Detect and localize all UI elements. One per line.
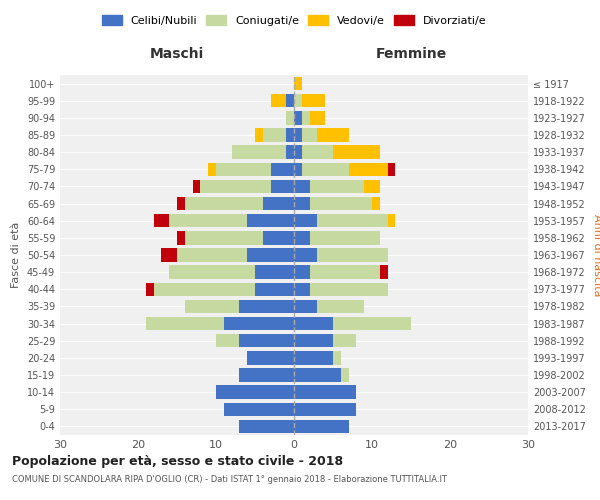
Text: COMUNE DI SCANDOLARA RIPA D'OGLIO (CR) - Dati ISTAT 1° gennaio 2018 - Elaborazio: COMUNE DI SCANDOLARA RIPA D'OGLIO (CR) -… bbox=[12, 475, 447, 484]
Bar bbox=[333, 334, 356, 347]
Bar bbox=[302, 111, 310, 124]
Bar bbox=[224, 402, 294, 416]
Bar bbox=[294, 402, 356, 416]
Bar bbox=[177, 197, 185, 210]
Bar bbox=[294, 94, 302, 108]
Bar bbox=[302, 146, 333, 159]
Bar bbox=[271, 94, 286, 108]
Legend: Celibi/Nubili, Coniugati/e, Vedovi/e, Divorziati/e: Celibi/Nubili, Coniugati/e, Vedovi/e, Di… bbox=[97, 10, 491, 30]
Bar bbox=[185, 300, 239, 313]
Bar bbox=[388, 162, 395, 176]
Bar bbox=[294, 214, 317, 228]
Bar bbox=[286, 146, 294, 159]
Bar bbox=[224, 317, 294, 330]
Bar bbox=[294, 128, 302, 141]
Bar bbox=[146, 317, 224, 330]
Text: Maschi: Maschi bbox=[150, 48, 204, 62]
Bar bbox=[185, 231, 263, 244]
Bar bbox=[310, 231, 380, 244]
Bar bbox=[239, 368, 294, 382]
Bar bbox=[294, 266, 310, 279]
Bar bbox=[310, 180, 364, 193]
Bar bbox=[294, 317, 333, 330]
Bar bbox=[255, 128, 263, 141]
Bar bbox=[286, 94, 294, 108]
Bar bbox=[294, 111, 302, 124]
Bar bbox=[294, 197, 310, 210]
Text: Femmine: Femmine bbox=[376, 48, 446, 62]
Bar bbox=[294, 386, 356, 399]
Bar bbox=[232, 146, 286, 159]
Bar bbox=[317, 248, 388, 262]
Bar bbox=[294, 162, 302, 176]
Bar bbox=[216, 162, 271, 176]
Bar bbox=[239, 420, 294, 433]
Bar bbox=[154, 214, 169, 228]
Bar bbox=[372, 197, 380, 210]
Bar bbox=[177, 231, 185, 244]
Bar bbox=[294, 368, 341, 382]
Bar bbox=[294, 77, 302, 90]
Y-axis label: Fasce di età: Fasce di età bbox=[11, 222, 21, 288]
Bar bbox=[169, 266, 255, 279]
Bar bbox=[177, 248, 247, 262]
Bar bbox=[380, 266, 388, 279]
Bar bbox=[294, 282, 310, 296]
Bar bbox=[216, 334, 239, 347]
Bar bbox=[310, 111, 325, 124]
Bar bbox=[193, 180, 200, 193]
Bar bbox=[255, 282, 294, 296]
Bar bbox=[169, 214, 247, 228]
Bar bbox=[333, 146, 380, 159]
Bar bbox=[294, 231, 310, 244]
Bar bbox=[302, 94, 325, 108]
Bar bbox=[239, 334, 294, 347]
Bar bbox=[239, 300, 294, 313]
Bar bbox=[247, 351, 294, 364]
Bar bbox=[294, 420, 349, 433]
Bar bbox=[216, 386, 294, 399]
Bar bbox=[271, 180, 294, 193]
Bar bbox=[208, 162, 216, 176]
Bar bbox=[247, 214, 294, 228]
Bar bbox=[317, 300, 364, 313]
Bar bbox=[185, 197, 263, 210]
Bar bbox=[146, 282, 154, 296]
Bar bbox=[349, 162, 388, 176]
Bar bbox=[286, 128, 294, 141]
Bar bbox=[333, 351, 341, 364]
Bar bbox=[263, 231, 294, 244]
Bar bbox=[263, 128, 286, 141]
Bar bbox=[364, 180, 380, 193]
Bar bbox=[294, 351, 333, 364]
Bar bbox=[310, 266, 380, 279]
Bar bbox=[294, 146, 302, 159]
Bar bbox=[255, 266, 294, 279]
Bar bbox=[271, 162, 294, 176]
Bar bbox=[263, 197, 294, 210]
Bar bbox=[294, 300, 317, 313]
Y-axis label: Anni di nascita: Anni di nascita bbox=[592, 214, 600, 296]
Bar bbox=[341, 368, 349, 382]
Bar bbox=[310, 282, 388, 296]
Bar bbox=[317, 128, 349, 141]
Bar bbox=[310, 197, 372, 210]
Bar bbox=[333, 317, 411, 330]
Bar bbox=[161, 248, 177, 262]
Bar bbox=[154, 282, 255, 296]
Bar bbox=[302, 162, 349, 176]
Bar bbox=[286, 111, 294, 124]
Bar bbox=[317, 214, 388, 228]
Bar bbox=[294, 248, 317, 262]
Bar bbox=[200, 180, 271, 193]
Bar bbox=[294, 334, 333, 347]
Text: Popolazione per età, sesso e stato civile - 2018: Popolazione per età, sesso e stato civil… bbox=[12, 455, 343, 468]
Bar bbox=[247, 248, 294, 262]
Bar bbox=[388, 214, 395, 228]
Bar bbox=[294, 180, 310, 193]
Bar bbox=[302, 128, 317, 141]
